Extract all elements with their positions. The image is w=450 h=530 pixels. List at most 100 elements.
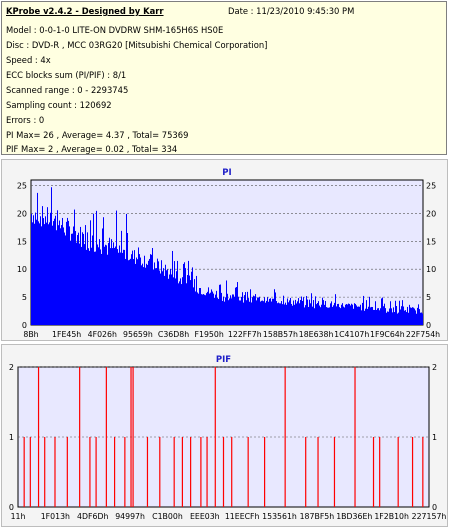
pi-bar: [41, 226, 42, 325]
pi-bar: [136, 257, 137, 325]
pi-bar: [156, 268, 157, 325]
pi-bar: [188, 260, 189, 325]
pi-bar: [128, 260, 129, 325]
pi-bar: [219, 284, 220, 325]
pi-bar: [231, 298, 232, 325]
pi-bar: [381, 298, 382, 325]
pi-x-tick-label: 18E638h: [299, 330, 334, 339]
pi-bar: [292, 305, 293, 325]
pi-bar: [120, 252, 121, 325]
pi-bar: [300, 299, 301, 325]
pi-bar: [197, 292, 198, 325]
pi-bar: [79, 243, 80, 325]
pif-x-tick-label: 11EECFh: [225, 512, 260, 521]
pif-x-tick-label: 1BD36Eh: [336, 512, 372, 521]
pi-bar: [258, 297, 259, 325]
pi-bar: [285, 302, 286, 325]
pi-bar: [171, 274, 172, 325]
pi-bar: [62, 217, 63, 325]
pi-bar: [64, 232, 65, 325]
pif-y-tick-left: 1: [9, 433, 14, 442]
pi-bar: [395, 300, 396, 325]
pi-bar: [408, 312, 409, 325]
pi-bar: [274, 289, 275, 325]
pi-bar: [199, 287, 200, 325]
pi-bar: [406, 312, 407, 325]
pi-bar: [193, 287, 194, 325]
pi-bar: [103, 217, 104, 325]
pi-bar: [309, 299, 310, 325]
pi-bar: [39, 223, 40, 325]
pi-x-tick-label: 4F026h: [88, 330, 117, 339]
pi-bar: [213, 293, 214, 325]
pi-y-tick-left: 0: [22, 321, 27, 330]
pi-bar: [255, 294, 256, 325]
pi-bar: [338, 303, 339, 325]
pi-bar: [394, 312, 395, 325]
pi-bar: [262, 300, 263, 325]
pi-bar: [410, 307, 411, 325]
pi-bar: [77, 235, 78, 325]
pi-bar: [401, 306, 402, 325]
pi-bar: [320, 307, 321, 325]
info-ecc: ECC blocks sum (PI/PIF) : 8/1: [6, 70, 127, 80]
pi-y-tick-left: 20: [17, 209, 27, 218]
pi-bar: [73, 226, 74, 325]
pi-bar: [390, 301, 391, 325]
pi-bar: [45, 216, 46, 325]
pi-bar: [54, 218, 55, 325]
pi-bar: [324, 304, 325, 325]
pi-bar: [289, 300, 290, 325]
pi-bar: [89, 250, 90, 325]
pi-bar: [253, 295, 254, 325]
pi-y-tick-right: 20: [426, 209, 436, 218]
pi-bar: [265, 302, 266, 325]
pi-bar: [256, 300, 257, 325]
pi-bar: [403, 306, 404, 325]
pi-bar: [50, 212, 51, 325]
pi-bar: [161, 260, 162, 325]
pi-bar: [328, 307, 329, 325]
pi-bar: [32, 222, 33, 325]
info-errors: Errors : 0: [6, 115, 45, 125]
pi-bar: [75, 231, 76, 325]
pi-bar: [388, 311, 389, 325]
pi-bar: [223, 296, 224, 325]
pif-x-tick-label: 153561h: [262, 512, 297, 521]
pi-bar: [205, 295, 206, 325]
pi-bar: [122, 252, 123, 325]
pi-bar: [202, 294, 203, 325]
info-pi-stats: PI Max= 26 , Average= 4.37 , Total= 7536…: [6, 130, 189, 140]
pi-bar: [362, 302, 363, 325]
pi-bar: [278, 302, 279, 325]
pi-bar: [206, 293, 207, 325]
pi-bar: [70, 240, 71, 325]
pi-bar: [71, 233, 72, 325]
pi-bar: [102, 228, 103, 325]
pi-y-tick-left: 10: [17, 265, 27, 274]
pi-bar: [141, 265, 142, 325]
pi-bar: [240, 300, 241, 325]
pi-bar: [58, 225, 59, 325]
pi-bar: [420, 312, 421, 325]
pi-bar: [303, 297, 304, 325]
pi-bar: [126, 213, 127, 325]
pi-bar: [266, 300, 267, 325]
pi-bar: [132, 250, 133, 325]
pi-bar: [416, 313, 417, 325]
pi-bar: [216, 290, 217, 325]
info-scanned-range: Scanned range : 0 - 2293745: [6, 85, 129, 95]
pi-bar: [344, 307, 345, 325]
pi-bar: [273, 298, 274, 325]
pi-bar: [157, 258, 158, 325]
pi-bar: [189, 275, 190, 325]
pi-y-tick-right: 10: [426, 265, 436, 274]
pi-bar: [139, 254, 140, 325]
pi-bar: [396, 306, 397, 325]
pi-bar: [304, 307, 305, 325]
pi-x-tick-label: 1F9C64h: [370, 330, 405, 339]
pif-x-tick-label: 11h: [11, 512, 26, 521]
pi-bar: [360, 304, 361, 325]
pi-bar: [230, 295, 231, 325]
pi-bar: [115, 246, 116, 325]
